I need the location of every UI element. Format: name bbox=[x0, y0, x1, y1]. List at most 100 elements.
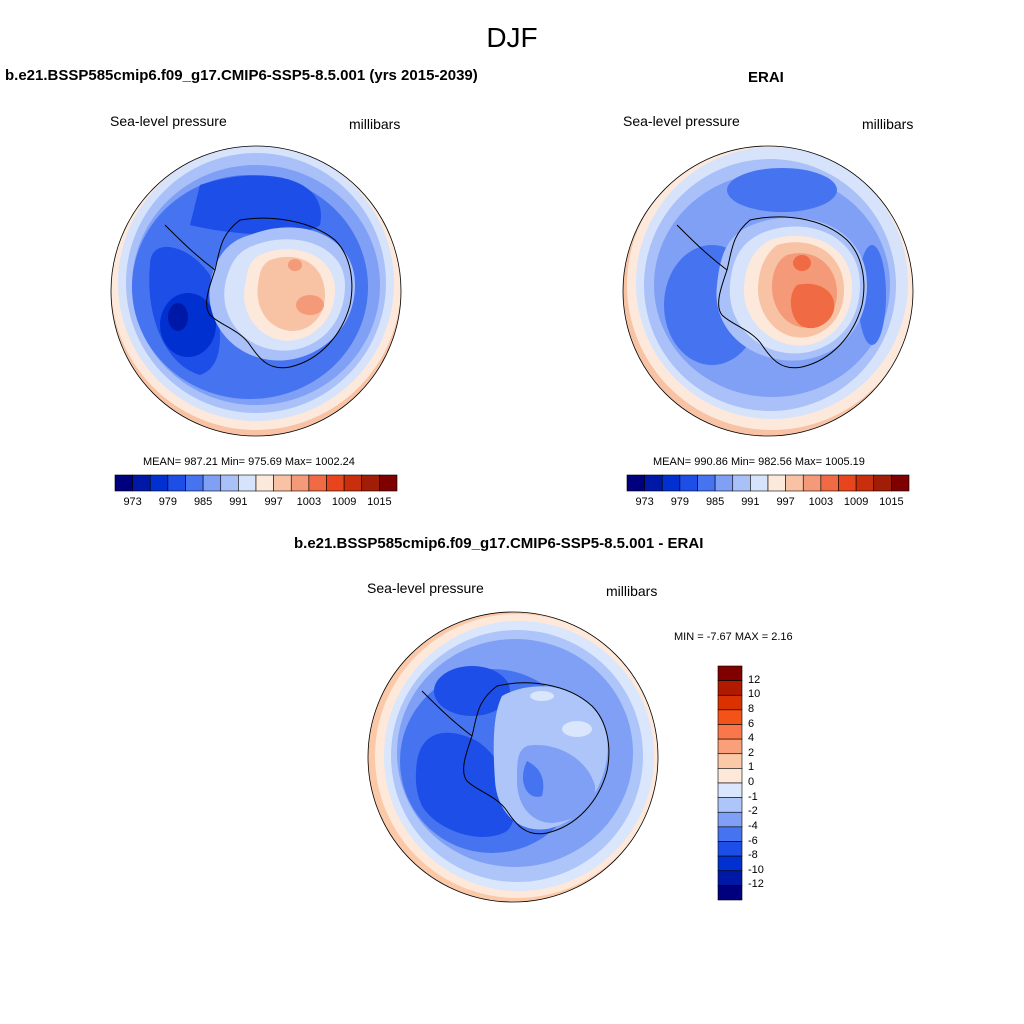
panel-3-units: millibars bbox=[606, 583, 658, 599]
colorbar-swatch bbox=[238, 474, 257, 492]
colorbar-tick-label: 1009 bbox=[843, 496, 869, 508]
colorbar-swatch bbox=[820, 474, 839, 492]
colorbar-tick-label: 1009 bbox=[331, 496, 357, 508]
colorbar-swatch bbox=[717, 826, 743, 842]
colorbar-swatch bbox=[132, 474, 151, 492]
colorbar-swatch bbox=[717, 885, 743, 901]
colorbar-swatch bbox=[891, 474, 910, 492]
colorbar-swatch bbox=[717, 855, 743, 872]
panel-2-units: millibars bbox=[862, 116, 914, 132]
colorbar-tick-label: 979 bbox=[670, 496, 690, 508]
colorbar-tick-label: 2 bbox=[748, 746, 755, 759]
colorbar-swatch bbox=[717, 811, 743, 828]
colorbar-swatch bbox=[717, 680, 743, 696]
colorbar-swatch bbox=[717, 709, 743, 725]
colorbar-tick-label: 1003 bbox=[296, 496, 322, 508]
colorbar-tick-label: 12 bbox=[748, 673, 761, 686]
colorbar-tick-label: 997 bbox=[776, 496, 795, 508]
colorbar-tick-label: -2 bbox=[748, 805, 758, 818]
colorbar-tick-label: 985 bbox=[705, 496, 725, 508]
colorbar-swatch bbox=[255, 474, 274, 492]
colorbar-tick-label: -8 bbox=[748, 849, 758, 862]
panel-3-map bbox=[367, 611, 659, 903]
panel-1-colorbar-ticks: 973 979 985 991 997 1003 1009 1015 bbox=[115, 496, 397, 510]
colorbar-swatch bbox=[308, 474, 327, 492]
colorbar-swatch bbox=[220, 474, 239, 492]
panel-1-variable: Sea-level pressure bbox=[110, 113, 227, 129]
colorbar-tick-label: 1015 bbox=[879, 496, 904, 508]
colorbar-tick-label: 6 bbox=[748, 717, 755, 730]
colorbar-tick-label: -10 bbox=[748, 863, 764, 876]
colorbar-tick-label: 979 bbox=[158, 496, 178, 508]
panel-2-title: ERAI bbox=[748, 69, 784, 86]
colorbar-swatch bbox=[661, 474, 681, 492]
colorbar-swatch bbox=[290, 474, 310, 492]
colorbar-swatch bbox=[717, 694, 743, 711]
panel-1-units: millibars bbox=[349, 116, 401, 132]
colorbar-swatch bbox=[717, 753, 743, 769]
colorbar-tick-label: 997 bbox=[264, 496, 283, 508]
colorbar-tick-label: 1015 bbox=[367, 496, 392, 508]
panel-2-variable: Sea-level pressure bbox=[623, 113, 740, 129]
colorbar-swatch bbox=[838, 474, 857, 492]
panel-2-map bbox=[622, 145, 914, 437]
colorbar-swatch bbox=[717, 870, 743, 886]
colorbar-swatch bbox=[644, 474, 663, 492]
colorbar-tick-label: 10 bbox=[748, 688, 761, 701]
colorbar-tick-label: 973 bbox=[635, 496, 654, 508]
panel-3-title: b.e21.BSSP585cmip6.f09_g17.CMIP6-SSP5-8.… bbox=[294, 535, 704, 552]
colorbar-swatch bbox=[785, 474, 804, 492]
colorbar-swatch bbox=[873, 474, 892, 492]
panel-3-stats: MIN = -7.67 MAX = 2.16 bbox=[674, 631, 793, 643]
colorbar-swatch bbox=[750, 474, 769, 492]
panel-2-colorbar-ticks: 973 979 985 991 997 1003 1009 1015 bbox=[627, 496, 909, 510]
colorbar-swatch bbox=[361, 474, 380, 492]
panel-3-colorbar bbox=[717, 665, 743, 901]
colorbar-swatch bbox=[717, 768, 743, 784]
panel-3-variable: Sea-level pressure bbox=[367, 580, 484, 596]
colorbar-swatch bbox=[379, 474, 398, 492]
colorbar-tick-label: -6 bbox=[748, 834, 758, 847]
panel-2-stats: MEAN= 990.86 Min= 982.56 Max= 1005.19 bbox=[653, 456, 865, 468]
colorbar-swatch bbox=[167, 474, 186, 492]
colorbar-swatch bbox=[717, 738, 743, 755]
colorbar-swatch bbox=[273, 474, 292, 492]
colorbar-tick-label: 985 bbox=[193, 496, 213, 508]
colorbar-swatch bbox=[626, 474, 645, 492]
colorbar-swatch bbox=[326, 474, 345, 492]
colorbar-swatch bbox=[732, 474, 751, 492]
panel-1-map bbox=[110, 145, 402, 437]
colorbar-swatch bbox=[767, 474, 786, 492]
colorbar-swatch bbox=[714, 474, 734, 492]
colorbar-swatch bbox=[855, 474, 875, 492]
colorbar-swatch bbox=[802, 474, 822, 492]
colorbar-swatch bbox=[202, 474, 222, 492]
colorbar-swatch bbox=[717, 841, 743, 857]
colorbar-tick-label: 991 bbox=[741, 496, 760, 508]
colorbar-swatch bbox=[114, 474, 133, 492]
colorbar-tick-label: 991 bbox=[229, 496, 248, 508]
colorbar-swatch bbox=[717, 665, 743, 681]
colorbar-swatch bbox=[679, 474, 698, 492]
colorbar-tick-label: 4 bbox=[748, 732, 755, 745]
colorbar-swatch bbox=[717, 797, 743, 813]
colorbar-tick-label: -4 bbox=[748, 819, 758, 832]
figure-title: DJF bbox=[486, 22, 538, 53]
colorbar-swatch bbox=[717, 724, 743, 740]
panel-1-title: b.e21.BSSP585cmip6.f09_g17.CMIP6-SSP5-8.… bbox=[5, 67, 478, 84]
panel-2-colorbar bbox=[626, 474, 910, 492]
colorbar-tick-label: 0 bbox=[748, 776, 755, 788]
panel-1-colorbar bbox=[114, 474, 398, 492]
panel-3-colorbar-ticks: 12 10 8 6 4 2 1 0 -1 -2 -4 -6 -8 -10 -12 bbox=[748, 666, 788, 900]
colorbar-tick-label: 1003 bbox=[808, 496, 834, 508]
colorbar-swatch bbox=[149, 474, 169, 492]
colorbar-tick-label: 973 bbox=[123, 496, 142, 508]
colorbar-swatch bbox=[697, 474, 716, 492]
colorbar-swatch bbox=[717, 782, 743, 798]
colorbar-tick-label: -12 bbox=[748, 878, 764, 891]
colorbar-tick-label: 1 bbox=[748, 761, 755, 774]
colorbar-swatch bbox=[343, 474, 363, 492]
colorbar-tick-label: -1 bbox=[748, 790, 758, 803]
colorbar-swatch bbox=[185, 474, 204, 492]
panel-1-stats: MEAN= 987.21 Min= 975.69 Max= 1002.24 bbox=[143, 456, 355, 468]
